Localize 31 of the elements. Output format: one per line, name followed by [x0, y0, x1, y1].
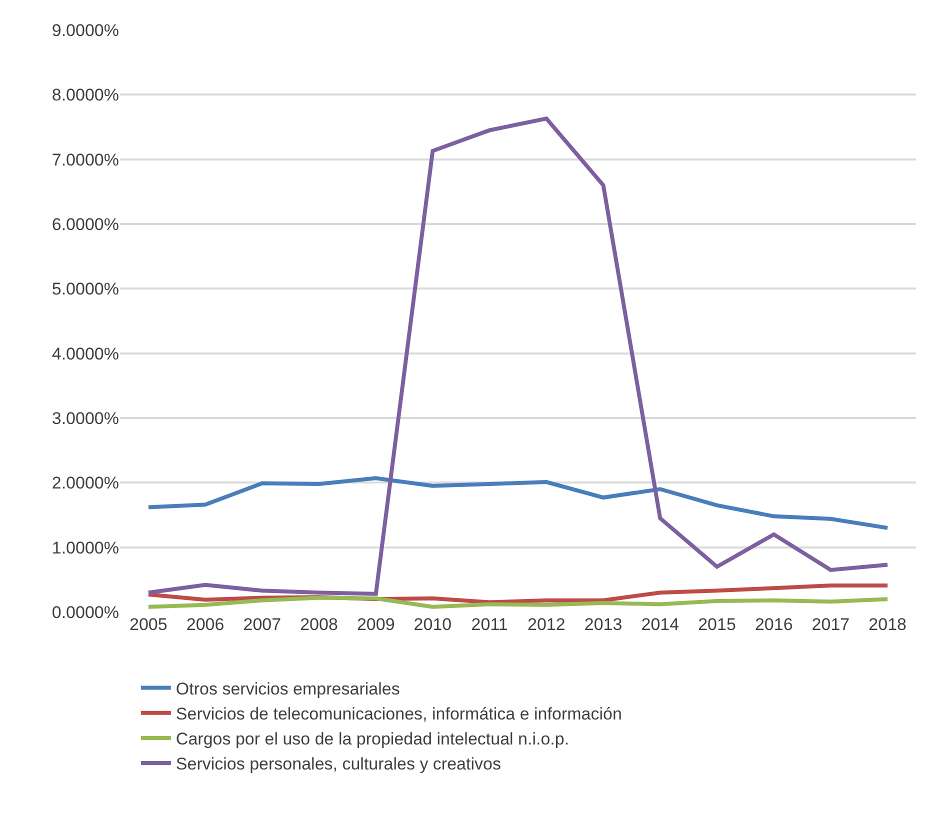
x-tick-label: 2017 [812, 615, 850, 634]
y-tick-label: 9.0000% [52, 20, 119, 40]
line-series [146, 596, 890, 609]
y-tick-label: 1.0000% [52, 538, 119, 558]
legend-label: Cargos por el uso de la propiedad intelectual n.i.o.p. [176, 730, 570, 749]
x-tick-label: 2013 [584, 615, 622, 634]
x-tick-label: 2015 [698, 615, 736, 634]
x-tick-label: 2010 [414, 615, 452, 634]
x-tick-label: 2009 [356, 615, 395, 634]
line-series [146, 476, 890, 530]
x-tick-label: 2005 [130, 615, 168, 634]
y-tick-label: 8.0000% [52, 86, 119, 105]
x-tick-label: 2016 [754, 615, 793, 634]
x-tick-label: 2006 [186, 615, 224, 634]
y-tick-label: 4.0000% [52, 344, 119, 364]
legend-label: Otros servicios empresariales [176, 679, 400, 698]
y-tick-label: 7.0000% [52, 150, 119, 170]
x-tick-label: 2014 [641, 615, 680, 634]
legend-label: Servicios personales, culturales y creativos [176, 754, 501, 774]
legend-label: Servicios de telecomunicaciones, informática e información [176, 704, 622, 724]
y-tick-label: 6.0000% [52, 214, 119, 234]
line-series [146, 116, 890, 596]
x-tick-label: 2007 [243, 615, 282, 634]
y-tick-label: 2.0000% [52, 474, 119, 493]
x-tick-label: 2012 [528, 615, 566, 634]
x-tick-label: 2008 [300, 615, 338, 634]
x-tick-label: 2011 [471, 615, 508, 634]
y-tick-label: 0.0000% [52, 602, 119, 622]
x-tick-label: 2018 [868, 615, 906, 634]
y-tick-label: 5.0000% [52, 280, 119, 299]
y-tick-label: 3.0000% [52, 408, 119, 428]
